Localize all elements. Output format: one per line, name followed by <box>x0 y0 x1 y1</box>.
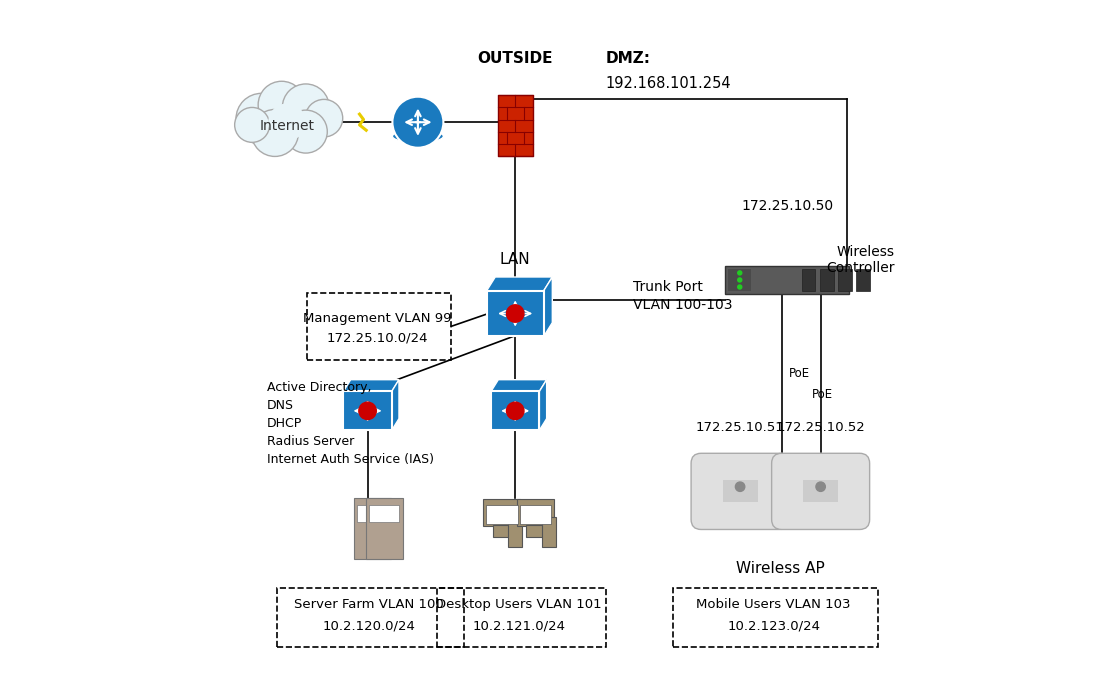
Text: Radius Server: Radius Server <box>267 435 354 448</box>
Circle shape <box>251 109 299 156</box>
Circle shape <box>359 402 377 419</box>
FancyBboxPatch shape <box>772 454 870 530</box>
Circle shape <box>392 96 443 148</box>
Circle shape <box>738 271 742 275</box>
FancyBboxPatch shape <box>483 499 520 526</box>
Text: VLAN 100-103: VLAN 100-103 <box>632 299 732 313</box>
Circle shape <box>507 305 524 322</box>
Text: DNS: DNS <box>267 399 294 412</box>
FancyBboxPatch shape <box>725 266 849 294</box>
Polygon shape <box>543 277 552 336</box>
Circle shape <box>282 84 329 131</box>
Text: DHCP: DHCP <box>267 417 302 430</box>
Text: Mobile Users VLAN 103: Mobile Users VLAN 103 <box>697 599 851 611</box>
FancyBboxPatch shape <box>802 268 815 291</box>
FancyBboxPatch shape <box>343 392 392 430</box>
FancyBboxPatch shape <box>520 505 551 524</box>
Text: 172.25.10.0/24: 172.25.10.0/24 <box>327 331 429 344</box>
FancyBboxPatch shape <box>527 525 544 537</box>
FancyBboxPatch shape <box>542 517 556 547</box>
Circle shape <box>234 107 270 142</box>
Text: 192.168.101.254: 192.168.101.254 <box>605 75 731 91</box>
Text: 10.2.123.0/24: 10.2.123.0/24 <box>727 619 820 632</box>
FancyBboxPatch shape <box>491 392 540 430</box>
Text: Trunk Port: Trunk Port <box>632 280 702 294</box>
Circle shape <box>306 99 342 137</box>
Text: 172.25.10.52: 172.25.10.52 <box>777 421 865 434</box>
Text: OUTSIDE: OUTSIDE <box>478 51 553 66</box>
FancyBboxPatch shape <box>492 525 511 537</box>
Polygon shape <box>540 379 547 430</box>
Text: 172.25.10.51: 172.25.10.51 <box>695 421 784 434</box>
Text: 10.2.121.0/24: 10.2.121.0/24 <box>472 619 565 632</box>
Circle shape <box>284 110 328 153</box>
FancyBboxPatch shape <box>357 505 388 522</box>
Circle shape <box>258 82 306 128</box>
FancyBboxPatch shape <box>838 268 852 291</box>
Circle shape <box>738 285 742 289</box>
Circle shape <box>815 482 825 491</box>
Text: Desktop Users VLAN 101: Desktop Users VLAN 101 <box>436 599 601 611</box>
FancyBboxPatch shape <box>353 498 391 559</box>
Text: Wireless AP: Wireless AP <box>735 561 824 576</box>
FancyBboxPatch shape <box>486 505 518 524</box>
Text: DMZ:: DMZ: <box>605 51 651 66</box>
Polygon shape <box>491 379 547 392</box>
FancyBboxPatch shape <box>722 481 758 502</box>
FancyBboxPatch shape <box>487 290 543 336</box>
Text: 10.2.120.0/24: 10.2.120.0/24 <box>322 619 416 632</box>
FancyBboxPatch shape <box>366 498 403 559</box>
FancyBboxPatch shape <box>369 505 400 522</box>
Text: PoE: PoE <box>789 367 810 380</box>
Text: Management VLAN 99: Management VLAN 99 <box>303 311 452 325</box>
FancyBboxPatch shape <box>498 95 532 156</box>
Polygon shape <box>487 277 552 290</box>
FancyBboxPatch shape <box>857 268 870 291</box>
Text: Internet: Internet <box>260 119 314 133</box>
Text: Internet Auth Service (IAS): Internet Auth Service (IAS) <box>267 454 434 466</box>
Polygon shape <box>392 379 399 430</box>
Circle shape <box>507 402 524 419</box>
Circle shape <box>236 93 287 144</box>
FancyBboxPatch shape <box>517 499 553 526</box>
FancyBboxPatch shape <box>691 454 789 530</box>
Text: 172.25.10.50: 172.25.10.50 <box>741 199 833 213</box>
FancyBboxPatch shape <box>729 268 751 291</box>
FancyBboxPatch shape <box>820 268 833 291</box>
Text: PoE: PoE <box>812 388 833 400</box>
Circle shape <box>268 103 306 141</box>
Text: Server Farm VLAN 100: Server Farm VLAN 100 <box>294 599 443 611</box>
Text: Active Directory,: Active Directory, <box>267 381 371 394</box>
FancyBboxPatch shape <box>509 517 522 547</box>
Text: Wireless
Controller: Wireless Controller <box>825 245 894 275</box>
Text: LAN: LAN <box>500 252 531 268</box>
Circle shape <box>738 278 742 282</box>
Circle shape <box>735 482 744 491</box>
Ellipse shape <box>392 130 443 143</box>
Polygon shape <box>343 379 399 392</box>
FancyBboxPatch shape <box>803 481 838 502</box>
